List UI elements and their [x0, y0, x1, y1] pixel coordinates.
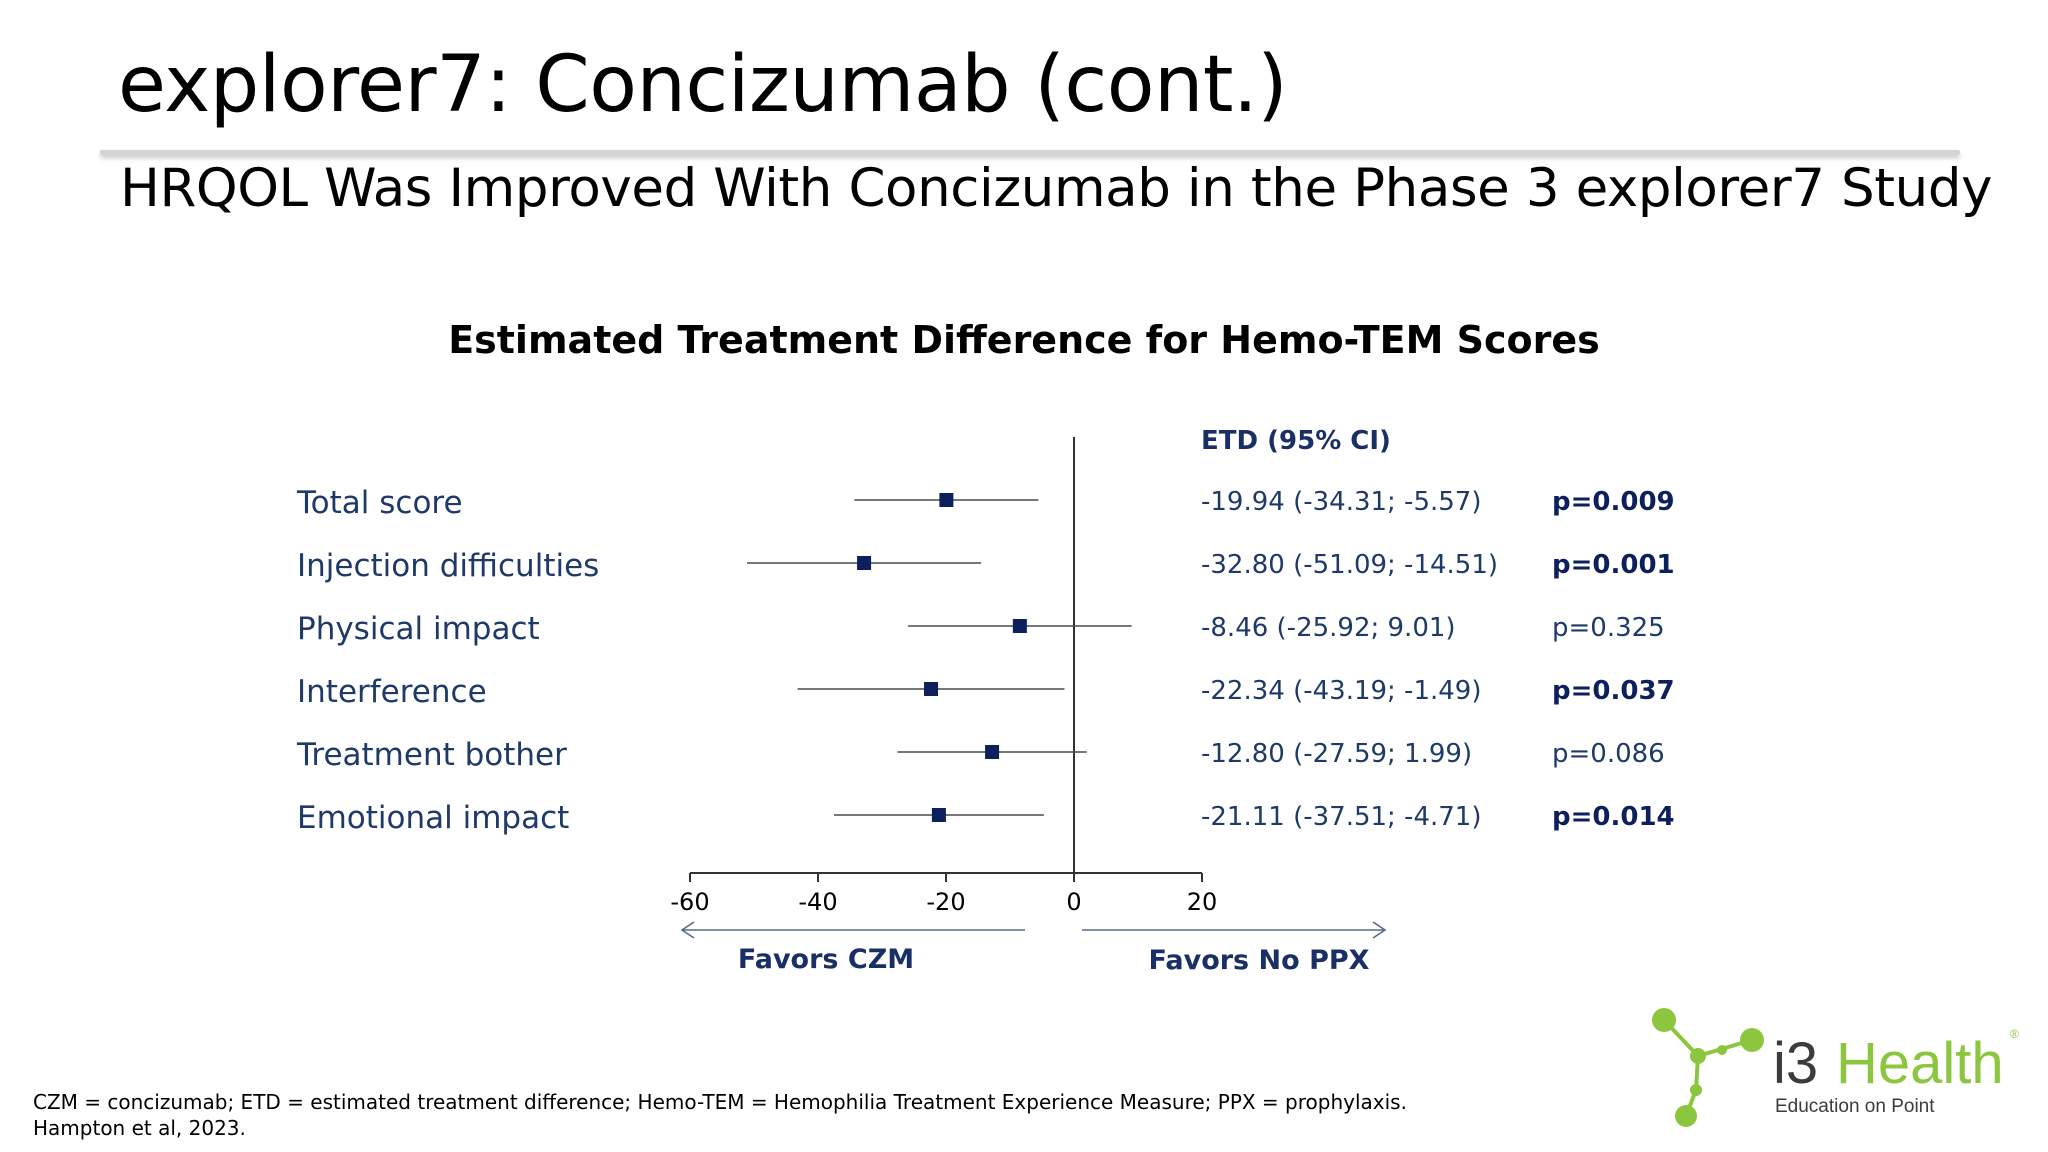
etd-ci-value: -21.11 (-37.51; -4.71) — [1201, 802, 1481, 832]
slide-subtitle: HRQOL Was Improved With Concizumab in th… — [120, 158, 1993, 219]
logo-health-text: Health — [1836, 1031, 2004, 1096]
etd-ci-value: -12.80 (-27.59; 1.99) — [1201, 739, 1472, 769]
p-value: p=0.037 — [1552, 676, 1675, 706]
point-estimate-marker — [931, 808, 946, 822]
etd-ci-value: -19.94 (-34.31; -5.57) — [1201, 487, 1481, 517]
molecule-icon — [1662, 1018, 1753, 1117]
point-estimate-marker — [939, 493, 954, 507]
row-label: Physical impact — [297, 611, 540, 647]
favors-no-ppx-arrowhead — [1372, 921, 1387, 939]
p-value: p=0.009 — [1552, 487, 1675, 517]
point-estimate-marker — [924, 682, 939, 696]
favors-czm-arrowhead — [680, 921, 695, 939]
footnote-abbreviations: CZM = concizumab; ETD = estimated treatm… — [33, 1090, 1407, 1114]
x-tick-label: -40 — [798, 888, 837, 916]
etd-ci-value: -32.80 (-51.09; -14.51) — [1201, 550, 1498, 580]
row-label: Treatment bother — [296, 737, 567, 773]
p-value: p=0.014 — [1552, 802, 1675, 832]
x-tick-label: -60 — [670, 888, 709, 916]
p-value: p=0.001 — [1552, 550, 1675, 580]
chart-title: Estimated Treatment Difference for Hemo-… — [448, 318, 1600, 362]
p-value: p=0.325 — [1552, 613, 1665, 643]
molecule-nodes — [1652, 1008, 1764, 1127]
slide-title: explorer7: Concizumab (cont.) — [118, 40, 1288, 130]
p-value: p=0.086 — [1552, 739, 1665, 769]
title-divider — [100, 150, 1960, 155]
point-estimate-marker — [985, 745, 1000, 759]
etd-ci-header: ETD (95% CI) — [1201, 426, 1391, 456]
x-tick-label: -20 — [926, 888, 965, 916]
footnote-reference: Hampton et al, 2023. — [33, 1116, 246, 1140]
etd-ci-value: -8.46 (-25.92; 9.01) — [1201, 613, 1456, 643]
i3health-logo: i3 Health ® Education on Point — [1652, 1008, 2019, 1127]
etd-ci-value: -22.34 (-43.19; -1.49) — [1201, 676, 1481, 706]
logo-registered-mark: ® — [2010, 1027, 2019, 1041]
footnote: CZM = concizumab; ETD = estimated treatm… — [33, 1089, 1407, 1141]
x-tick-label: 0 — [1066, 888, 1081, 916]
favors-czm-label: Favors CZM — [738, 944, 914, 975]
logo-tagline: Education on Point — [1775, 1096, 1935, 1117]
row-label: Emotional impact — [297, 800, 569, 836]
logo-i3-text: i3 — [1773, 1031, 1818, 1096]
favors-no-ppx-label: Favors No PPX — [1149, 945, 1370, 976]
row-label: Injection difficulties — [297, 548, 599, 584]
x-tick-label: 20 — [1187, 888, 1218, 916]
point-estimate-marker — [1012, 619, 1027, 633]
row-label: Interference — [297, 674, 487, 710]
point-estimate-marker — [857, 556, 872, 570]
row-label: Total score — [296, 485, 463, 521]
